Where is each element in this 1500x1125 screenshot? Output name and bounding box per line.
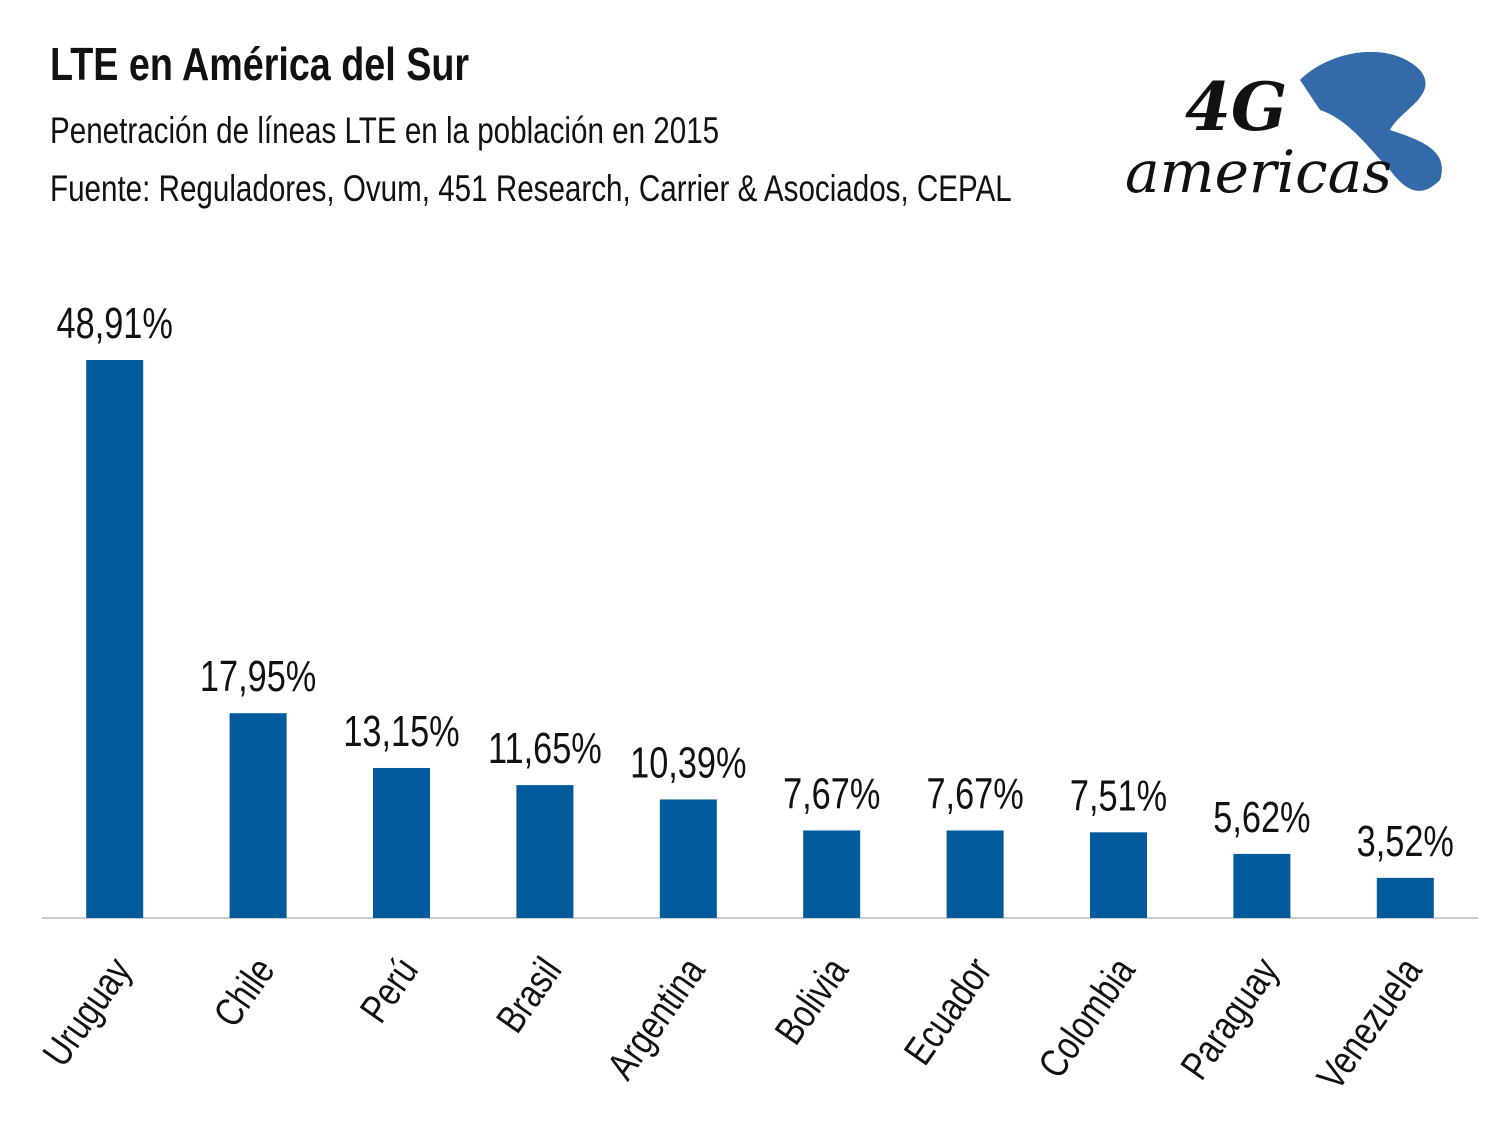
logo-map xyxy=(1300,51,1442,191)
value-label: 10,39% xyxy=(630,738,746,787)
value-label: 3,52% xyxy=(1357,817,1454,866)
value-label: 7,67% xyxy=(783,769,880,818)
value-label: 11,65% xyxy=(488,724,602,773)
bar xyxy=(659,799,717,918)
x-tick-label: Colombia xyxy=(1029,948,1144,1085)
logo: 4G americas xyxy=(1125,51,1442,206)
bar xyxy=(1090,832,1147,918)
value-label: 7,67% xyxy=(926,769,1023,818)
bar xyxy=(946,830,1004,918)
logo-name: americas xyxy=(1125,138,1392,206)
value-label: 48,91% xyxy=(57,299,173,348)
bar xyxy=(1233,853,1291,918)
bar xyxy=(516,785,574,918)
chart-subtitle: Penetración de líneas LTE en la població… xyxy=(50,111,719,152)
bar xyxy=(803,830,861,918)
x-tick-label: Venezuela xyxy=(1308,948,1431,1097)
bar xyxy=(1376,877,1434,918)
logo-mark: 4G xyxy=(1185,68,1287,146)
bar xyxy=(373,767,430,918)
value-label: 7,51% xyxy=(1070,771,1167,820)
x-tick-label: Paraguay xyxy=(1171,948,1287,1087)
x-tick-label: Brasil xyxy=(487,949,570,1041)
x-tick-label: Ecuador xyxy=(895,949,1000,1073)
x-tick-label: Bolivia xyxy=(766,948,858,1052)
chart-title: LTE en América del Sur xyxy=(50,38,469,89)
value-label: 5,62% xyxy=(1213,793,1310,842)
bar xyxy=(86,360,144,918)
value-label: 13,15% xyxy=(343,707,459,756)
x-tick-label: Uruguay xyxy=(33,948,140,1074)
x-tick-label: Chile xyxy=(204,949,283,1035)
value-label: 17,95% xyxy=(200,652,316,701)
x-tick-label: Argentina xyxy=(598,948,714,1087)
x-tick-label: Perú xyxy=(351,949,427,1030)
chart-source: Fuente: Reguladores, Ovum, 451 Research,… xyxy=(50,169,1012,210)
bar xyxy=(229,713,287,918)
